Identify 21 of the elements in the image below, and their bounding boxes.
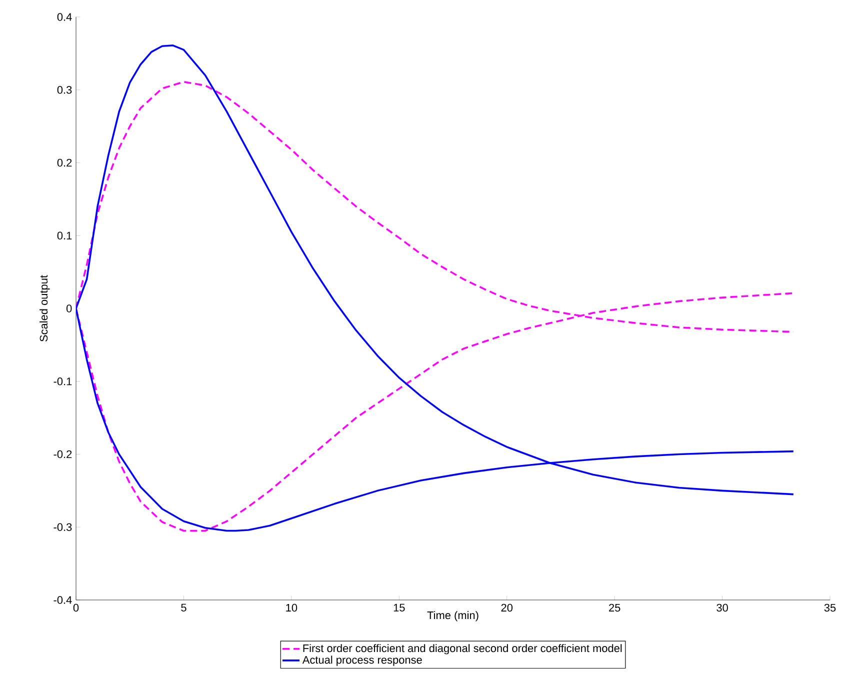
x-tick-label: 30 — [716, 604, 728, 612]
x-tick-label: 5 — [181, 604, 186, 612]
y-tick-label: -0.1 — [54, 377, 72, 386]
legend-label: Actual process response — [302, 656, 422, 666]
y-tick-label: 0 — [66, 304, 72, 312]
y-axis-title: Scaled output — [40, 275, 50, 342]
x-tick-label: 25 — [609, 604, 620, 612]
x-axis-title: Time (min) — [427, 611, 478, 622]
x-tick-label: 0 — [73, 604, 79, 612]
x-tick-label: 15 — [394, 604, 405, 612]
y-tick-label: -0.2 — [54, 450, 72, 458]
y-tick-label: -0.3 — [54, 523, 72, 531]
y-tick-label: 0.4 — [57, 13, 72, 21]
y-tick-label: 0.1 — [57, 232, 72, 240]
y-tick-label: -0.4 — [54, 596, 72, 604]
y-tick-label: 0.3 — [57, 86, 72, 94]
x-tick-label: 20 — [501, 604, 513, 612]
x-tick-label: 35 — [824, 604, 836, 612]
legend-label: First order coefficient and diagonal second order coefficient model — [303, 644, 622, 654]
y-tick-label: 0.2 — [57, 158, 72, 167]
x-tick-label: 10 — [286, 604, 298, 612]
